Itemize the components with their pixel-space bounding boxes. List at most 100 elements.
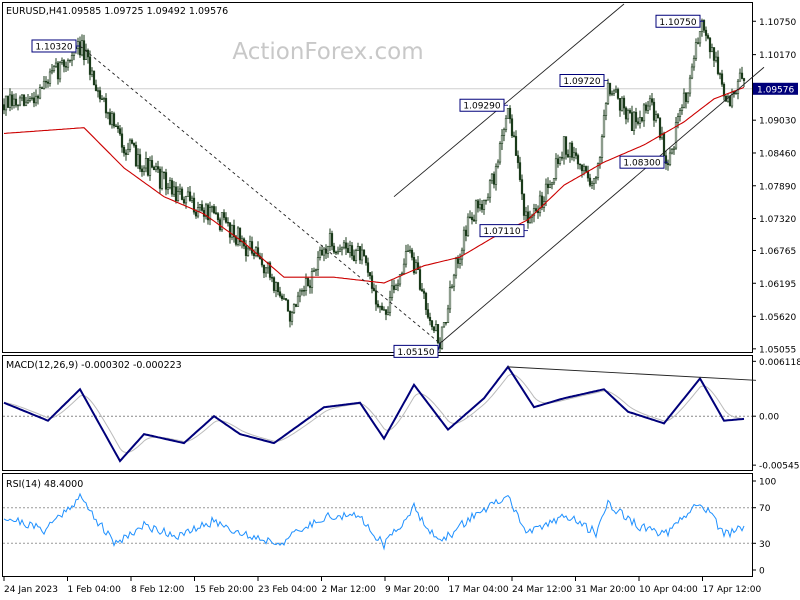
- candle-body: [332, 245, 336, 253]
- candle-body: [402, 263, 406, 274]
- candle-body: [304, 278, 308, 291]
- candle-body: [316, 257, 320, 270]
- candle-body: [364, 255, 368, 264]
- candle-body: [550, 182, 554, 185]
- candle-body: [742, 78, 746, 81]
- candle-body: [162, 171, 166, 174]
- candle-body: [212, 206, 216, 214]
- candle-body: [320, 249, 324, 256]
- current-price-tag: [753, 82, 798, 95]
- candle-body: [478, 204, 482, 209]
- price-tick-label: 1.07890: [759, 182, 796, 192]
- candle-body: [64, 66, 68, 68]
- rsi-label: RSI(14) 48.4000: [6, 479, 83, 490]
- candle-body: [692, 57, 696, 68]
- annotation-label: 1.10320: [35, 42, 72, 52]
- candle-body: [486, 196, 490, 201]
- candle-body: [270, 277, 274, 279]
- candle-body: [590, 182, 594, 186]
- candle-body: [158, 168, 162, 189]
- annotation-label: 1.07110: [483, 227, 520, 237]
- candle-body: [666, 163, 670, 165]
- time-tick-label: 17 Mar 04:00: [449, 585, 509, 595]
- candle-body: [462, 229, 466, 251]
- candle-body: [16, 104, 20, 107]
- candle-body: [232, 225, 236, 238]
- candle-body: [496, 161, 500, 167]
- candle-body: [238, 227, 242, 243]
- candle-body: [616, 89, 620, 99]
- candle-body: [126, 148, 130, 155]
- candle-body: [634, 111, 638, 123]
- candle-body: [394, 285, 398, 290]
- candle-body: [450, 285, 454, 288]
- candle-body: [702, 20, 706, 31]
- candle-body: [618, 98, 622, 111]
- candle-body: [640, 117, 644, 122]
- candle-body: [404, 251, 408, 265]
- candle-body: [614, 89, 618, 92]
- candle-body: [694, 42, 698, 59]
- candle-body: [392, 285, 396, 290]
- candle-body: [554, 158, 558, 180]
- candle-body: [414, 262, 418, 274]
- candle-body: [274, 282, 278, 291]
- candle-body: [502, 129, 506, 136]
- candle-body: [296, 295, 300, 307]
- annotation-leader: [437, 343, 441, 352]
- candle-body: [66, 59, 70, 68]
- candle-body: [84, 49, 88, 60]
- macd-divergence-line: [507, 366, 757, 381]
- candle-body: [146, 158, 150, 176]
- candle-body: [178, 188, 182, 192]
- candle-body: [484, 199, 488, 202]
- watermark-text: ActionForex.com: [232, 39, 423, 65]
- sma-line: [3, 86, 745, 284]
- candle-body: [540, 195, 544, 208]
- candle-body: [284, 298, 288, 301]
- price-tick-label: 1.08460: [759, 149, 796, 159]
- candle-body: [422, 290, 426, 294]
- price-tick-label: 1.07320: [759, 215, 796, 225]
- candle-body: [176, 191, 180, 201]
- candle-body: [142, 167, 146, 172]
- candle-body: [434, 324, 438, 331]
- time-tick-label: 2 Mar 12:00: [322, 585, 377, 595]
- candle-body: [588, 177, 592, 186]
- candle-body: [566, 154, 570, 158]
- candle-body: [650, 98, 654, 103]
- candle-body: [362, 249, 366, 257]
- candle-body: [490, 173, 494, 182]
- price-annotations: 1.10320 1.05150 1.09290 1.07110 1.09720 1.083…: [31, 14, 704, 358]
- candle-body: [118, 128, 122, 135]
- candle-body: [186, 191, 190, 197]
- rsi-panel-frame: [2, 473, 753, 577]
- candle-body: [380, 305, 384, 310]
- candle-body: [610, 93, 614, 95]
- candle-body: [282, 298, 286, 300]
- candle-body: [646, 105, 650, 111]
- candle-body: [302, 290, 306, 292]
- annotation-label: 1.09290: [463, 102, 500, 112]
- candle-body: [102, 98, 106, 100]
- candle-body: [412, 257, 416, 274]
- price-tick-label: 1.05055: [759, 345, 796, 355]
- candle-body: [488, 180, 492, 198]
- macd-panel-frame: [2, 355, 753, 471]
- candle-body: [668, 152, 672, 165]
- candle-body: [132, 143, 136, 146]
- candle-body: [40, 87, 44, 89]
- candle-body: [226, 221, 230, 224]
- candle-body: [318, 249, 322, 258]
- candle-body: [106, 112, 110, 114]
- candle-body: [122, 146, 126, 154]
- candle-body: [728, 96, 732, 107]
- candle-body: [722, 83, 726, 97]
- price-tick-label: 1.06195: [759, 280, 796, 290]
- candle-body: [26, 100, 30, 103]
- price-tick-label: 1.06765: [759, 247, 796, 257]
- candle-body: [384, 309, 388, 315]
- candle-body: [348, 245, 352, 253]
- candle-body: [344, 242, 348, 249]
- candle-body: [152, 166, 156, 171]
